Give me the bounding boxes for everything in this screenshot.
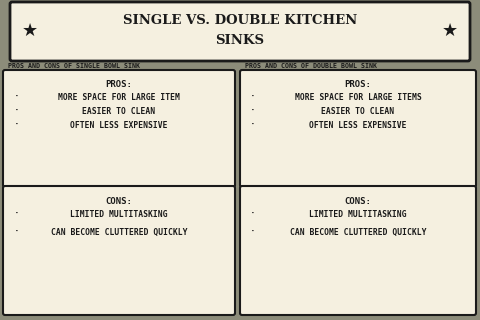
Text: CONS:: CONS: xyxy=(345,197,372,206)
Text: ·: · xyxy=(14,228,20,237)
Text: ·: · xyxy=(250,228,256,237)
Text: LIMITED MULTITASKING: LIMITED MULTITASKING xyxy=(309,210,407,219)
Text: EASIER TO CLEAN: EASIER TO CLEAN xyxy=(322,107,395,116)
Text: CONS:: CONS: xyxy=(106,197,132,206)
FancyBboxPatch shape xyxy=(3,70,235,187)
Text: ·: · xyxy=(14,210,20,219)
Text: PROS AND CONS OF SINGLE BOWL SINK: PROS AND CONS OF SINGLE BOWL SINK xyxy=(8,63,140,69)
Text: CAN BECOME CLUTTERED QUICKLY: CAN BECOME CLUTTERED QUICKLY xyxy=(290,228,426,237)
Text: ·: · xyxy=(250,210,256,219)
Text: SINKS: SINKS xyxy=(216,34,264,46)
FancyBboxPatch shape xyxy=(10,2,470,61)
Text: EASIER TO CLEAN: EASIER TO CLEAN xyxy=(83,107,156,116)
FancyBboxPatch shape xyxy=(240,70,476,187)
Text: ·: · xyxy=(14,121,20,130)
Text: CAN BECOME CLUTTERED QUICKLY: CAN BECOME CLUTTERED QUICKLY xyxy=(51,228,187,237)
Text: SINGLE VS. DOUBLE KITCHEN: SINGLE VS. DOUBLE KITCHEN xyxy=(123,13,357,27)
Text: PROS:: PROS: xyxy=(345,80,372,89)
Text: ★: ★ xyxy=(442,22,458,40)
Text: ·: · xyxy=(250,93,256,102)
Text: PROS AND CONS OF DOUBLE BOWL SINK: PROS AND CONS OF DOUBLE BOWL SINK xyxy=(245,63,377,69)
Text: ·: · xyxy=(14,107,20,116)
FancyBboxPatch shape xyxy=(3,186,235,315)
Text: ·: · xyxy=(14,93,20,102)
Text: ·: · xyxy=(250,121,256,130)
Text: MORE SPACE FOR LARGE ITEM: MORE SPACE FOR LARGE ITEM xyxy=(58,93,180,102)
Text: ·: · xyxy=(250,107,256,116)
Text: LIMITED MULTITASKING: LIMITED MULTITASKING xyxy=(70,210,168,219)
FancyBboxPatch shape xyxy=(240,186,476,315)
Text: OFTEN LESS EXPENSIVE: OFTEN LESS EXPENSIVE xyxy=(70,121,168,130)
Text: MORE SPACE FOR LARGE ITEMS: MORE SPACE FOR LARGE ITEMS xyxy=(295,93,421,102)
Text: PROS:: PROS: xyxy=(106,80,132,89)
Text: ★: ★ xyxy=(22,22,38,40)
Text: OFTEN LESS EXPENSIVE: OFTEN LESS EXPENSIVE xyxy=(309,121,407,130)
